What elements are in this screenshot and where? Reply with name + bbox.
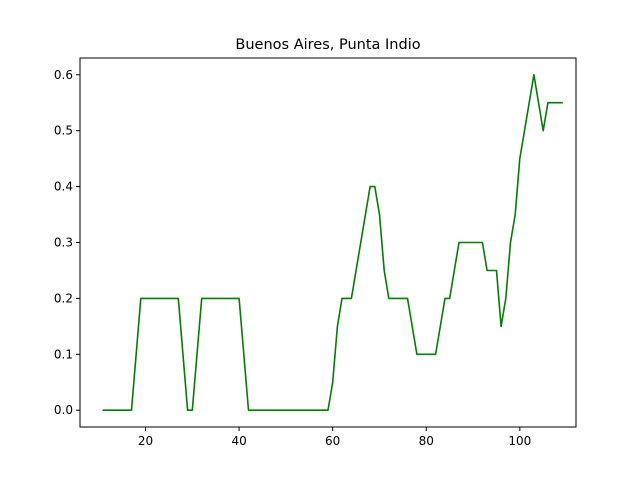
plot-frame [79,57,577,428]
axes: 20 40 60 80 100 0.0 0.1 0.2 0.3 0.4 0.5 0.6 [54,68,531,448]
x-tick-label: 80 [419,434,434,448]
y-tick-label: 0.0 [54,403,73,417]
y-tick-label: 0.1 [54,347,73,361]
y-tick-label: 0.5 [54,124,73,138]
y-tick-label: 0.3 [54,236,73,250]
x-tick-label: 40 [231,434,246,448]
x-tick-label: 100 [508,434,531,448]
y-tick-label: 0.4 [54,180,73,194]
series-line-0 [102,74,563,412]
y-tick-label: 0.2 [54,291,73,305]
series-group [102,74,563,412]
x-tick-label: 60 [325,434,340,448]
x-tick-label: 20 [138,434,153,448]
y-tick-label: 0.6 [54,68,73,82]
chart-title: Buenos Aires, Punta Indio [235,37,420,53]
